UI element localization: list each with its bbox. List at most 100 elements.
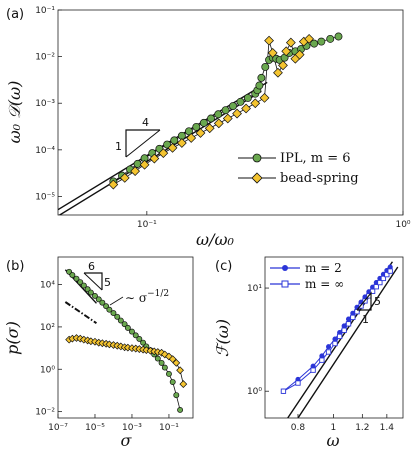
- panel-b-slope-top: 6: [88, 260, 95, 273]
- panel-b-series-1-point: [177, 406, 184, 413]
- panel-b-series-1-point: [165, 371, 172, 377]
- panel-a-series-2-point: [176, 138, 187, 148]
- legend-marker-bead-spring: [251, 172, 263, 184]
- panel-a-series-2-point: [139, 159, 150, 170]
- panel-c-series-2-point: [341, 327, 347, 333]
- panel-a-series-2-point: [149, 153, 160, 164]
- panel-b-series-1-point: [95, 296, 102, 303]
- panel-a-series-2-point: [304, 33, 315, 44]
- legend-label-bead-spring: bead-spring: [280, 171, 359, 186]
- panel-c-series-1-point: [341, 323, 347, 329]
- panel-a-series-2-point: [119, 173, 130, 183]
- panel-b-series-1-point: [129, 328, 135, 335]
- panel-a-series-2-point: [273, 67, 283, 78]
- panel-c-series-1-point: [326, 344, 332, 350]
- legend-label-ipl: IPL, m = 6: [280, 151, 351, 166]
- panel-c-series-2-point: [295, 380, 301, 386]
- panel-b-xlabel: σ: [121, 431, 133, 450]
- legend-marker-minf: [281, 280, 289, 288]
- panel-c-series-2-point: [377, 279, 383, 286]
- panel-b-series-1-point: [99, 299, 106, 306]
- panel-b-series-1-point: [87, 289, 94, 296]
- panel-a-ytick-label: 10⁻⁵: [35, 192, 55, 202]
- panel-b-ytick-label: 10⁻²: [35, 408, 55, 418]
- panel-a-series-1-point: [199, 118, 208, 127]
- panel-a-series-2-point: [294, 49, 305, 60]
- panel-b-ytick-label: 10⁴: [40, 281, 55, 291]
- panel-c-ylabel: ℱ(ω): [213, 319, 232, 357]
- panel-b-series-1-point: [140, 339, 147, 346]
- panel-a-slope-hypotenuse: [125, 129, 161, 158]
- panel-b-series-1-point: [117, 317, 124, 324]
- panel-a-series-2-point: [264, 35, 274, 46]
- panel-b-series-2-point: [179, 380, 188, 388]
- panel-b-xtick-label: 10⁻⁷: [48, 423, 68, 433]
- legend-label-minf: m = ∞: [305, 277, 344, 291]
- panel-c-series-2-point: [332, 340, 338, 347]
- panel-b-slope-hypotenuse: [83, 272, 103, 291]
- panel-c-legend: m = 2 m = ∞: [270, 261, 344, 291]
- panel-a-slope-top: 4: [142, 116, 149, 129]
- panel-c-series-2-point: [325, 349, 332, 355]
- panel-b-distribution-plot: (b) 10⁻⁷ 10⁻⁵ 10⁻³ 10⁻¹ 10⁻² 10⁰ 10² 10⁴ σ p(σ)…: [3, 256, 194, 450]
- panel-a-series-1-point: [229, 102, 237, 110]
- panel-b-xtick-label: 10⁻⁵: [85, 423, 105, 433]
- panel-b-series-1-point: [80, 282, 87, 289]
- panel-a-legend: IPL, m = 6 bead-spring: [238, 151, 359, 186]
- panel-a-series-1-point: [310, 39, 319, 48]
- panel-b-series-1-point: [121, 321, 128, 328]
- panel-a-series-1-point: [255, 81, 264, 90]
- panel-c-series-2-point: [384, 271, 390, 278]
- panel-c-ytick-label: 10⁰: [247, 387, 262, 397]
- panel-a-series-2-point: [204, 123, 215, 134]
- panel-a-series-1-point: [326, 34, 335, 43]
- panel-b-series-1-point: [73, 275, 80, 282]
- panel-c-xtick-label: 0.8: [291, 423, 306, 433]
- panel-a-series-2-point: [267, 48, 278, 58]
- panel-c-xtick-label: 1.2: [355, 423, 369, 433]
- panel-a-series-2-point: [259, 93, 270, 103]
- panel-a-ytick-label: 10⁻²: [35, 53, 55, 63]
- panel-a-series-1-point: [184, 127, 193, 136]
- panel-b-annotation-pointer: [109, 296, 124, 306]
- panel-a-series-2-point: [285, 37, 296, 48]
- panel-a-slope-side: 1: [115, 140, 122, 153]
- panel-a-ytick-label: 10⁻³: [35, 99, 55, 109]
- legend-marker-ipl: [252, 153, 262, 163]
- panel-a-ytick-label: 10⁻⁴: [35, 146, 55, 156]
- panel-a-dos-plot: (a) 10⁻¹ 10⁰ 10⁻⁵ 10⁻⁴ 10⁻³ 10⁻² 10⁻¹ ω/ω₀ ω₀ …: [5, 6, 411, 249]
- panel-a-series-1-point: [214, 110, 223, 119]
- legend-label-m2: m = 2: [305, 261, 342, 275]
- panel-b-series-1-point: [110, 310, 117, 317]
- panel-b-series-1-point: [106, 306, 113, 313]
- panel-a-series-1-point: [170, 136, 179, 145]
- panel-b-series-2-point: [168, 355, 177, 364]
- panel-c-series-2-point: [380, 275, 387, 282]
- panel-c-series-1-point: [319, 353, 325, 359]
- panel-b-series-1-point: [169, 379, 176, 385]
- panel-b-fit-line-2: [64, 301, 98, 325]
- panel-b-xtick-label: 10⁻¹: [159, 423, 179, 433]
- panel-a-series-2-point: [281, 46, 292, 57]
- panel-a-series-2-point: [250, 98, 261, 109]
- panel-a-series-2-point: [278, 60, 288, 71]
- panel-b-series-1-point: [154, 355, 161, 362]
- panel-a-series-2-point: [186, 133, 197, 143]
- panel-c-label: (c): [215, 259, 232, 274]
- panel-a-axes: [57, 9, 404, 216]
- panel-b-xtick-label: 10⁻³: [122, 423, 142, 433]
- panel-c-series-2-point: [350, 314, 356, 321]
- panel-a-series-1-point: [317, 37, 326, 46]
- panel-b-series-1-point: [136, 336, 143, 342]
- panel-c-xtick-label: 1.4: [380, 423, 395, 433]
- panel-a-series-1-point: [221, 106, 230, 115]
- panel-a-series-2-point: [232, 108, 242, 119]
- panel-b-series-1-point: [173, 392, 180, 399]
- panel-a-series-1-point: [207, 114, 215, 123]
- panel-a-series-2-point: [108, 179, 119, 190]
- panel-b-series-1-point: [69, 272, 76, 279]
- panel-a-xtick-label: 10⁻¹: [137, 220, 157, 230]
- panel-b-series-2-point: [172, 358, 181, 367]
- panel-a-xlabel: ω/ω₀: [196, 230, 234, 249]
